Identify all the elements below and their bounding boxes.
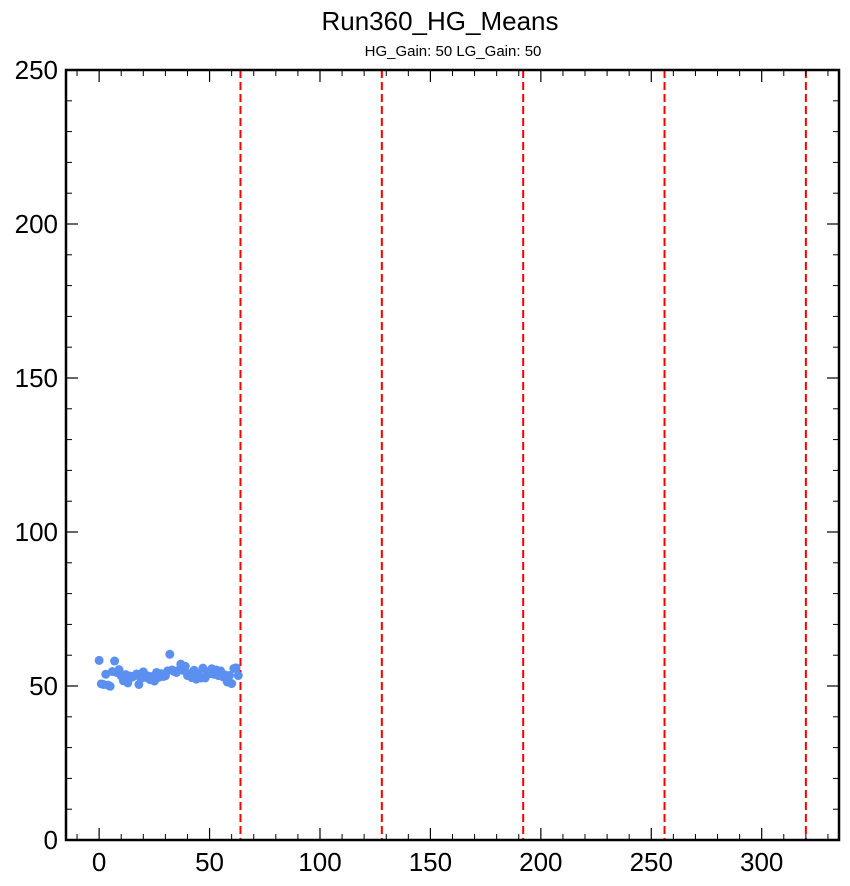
tick-labels: 0 50 100 150 200 250 300 0 50 100 150 200 250 xyxy=(15,55,784,877)
plot-frame xyxy=(64,68,841,842)
vertical-lines xyxy=(239,70,807,840)
y-tick-label: 0 xyxy=(44,825,58,855)
x-tick-label: 0 xyxy=(92,847,106,877)
y-tick-label: 50 xyxy=(29,671,58,701)
data-point xyxy=(94,655,104,665)
x-tick-label: 150 xyxy=(409,847,452,877)
axis-ticks xyxy=(66,69,839,841)
data-point xyxy=(233,671,243,681)
x-tick-label: 300 xyxy=(740,847,783,877)
data-point xyxy=(165,649,175,659)
y-tick-label: 200 xyxy=(15,209,58,239)
x-tick-label: 50 xyxy=(195,847,224,877)
data-point xyxy=(180,661,190,671)
y-tick-label: 150 xyxy=(15,363,58,393)
x-tick-label: 250 xyxy=(630,847,673,877)
data-point xyxy=(110,656,120,666)
data-point xyxy=(224,671,234,681)
y-tick-label: 100 xyxy=(15,517,58,547)
data-point xyxy=(227,679,237,689)
data-points xyxy=(94,649,243,691)
data-point xyxy=(231,663,241,673)
chart-subtitle: HG_Gain: 50 LG_Gain: 50 xyxy=(365,43,542,60)
x-tick-label: 200 xyxy=(519,847,562,877)
chart-title: Run360_HG_Means xyxy=(321,6,558,36)
x-tick-label: 100 xyxy=(298,847,341,877)
data-point xyxy=(105,681,115,691)
y-tick-label: 250 xyxy=(15,55,58,85)
